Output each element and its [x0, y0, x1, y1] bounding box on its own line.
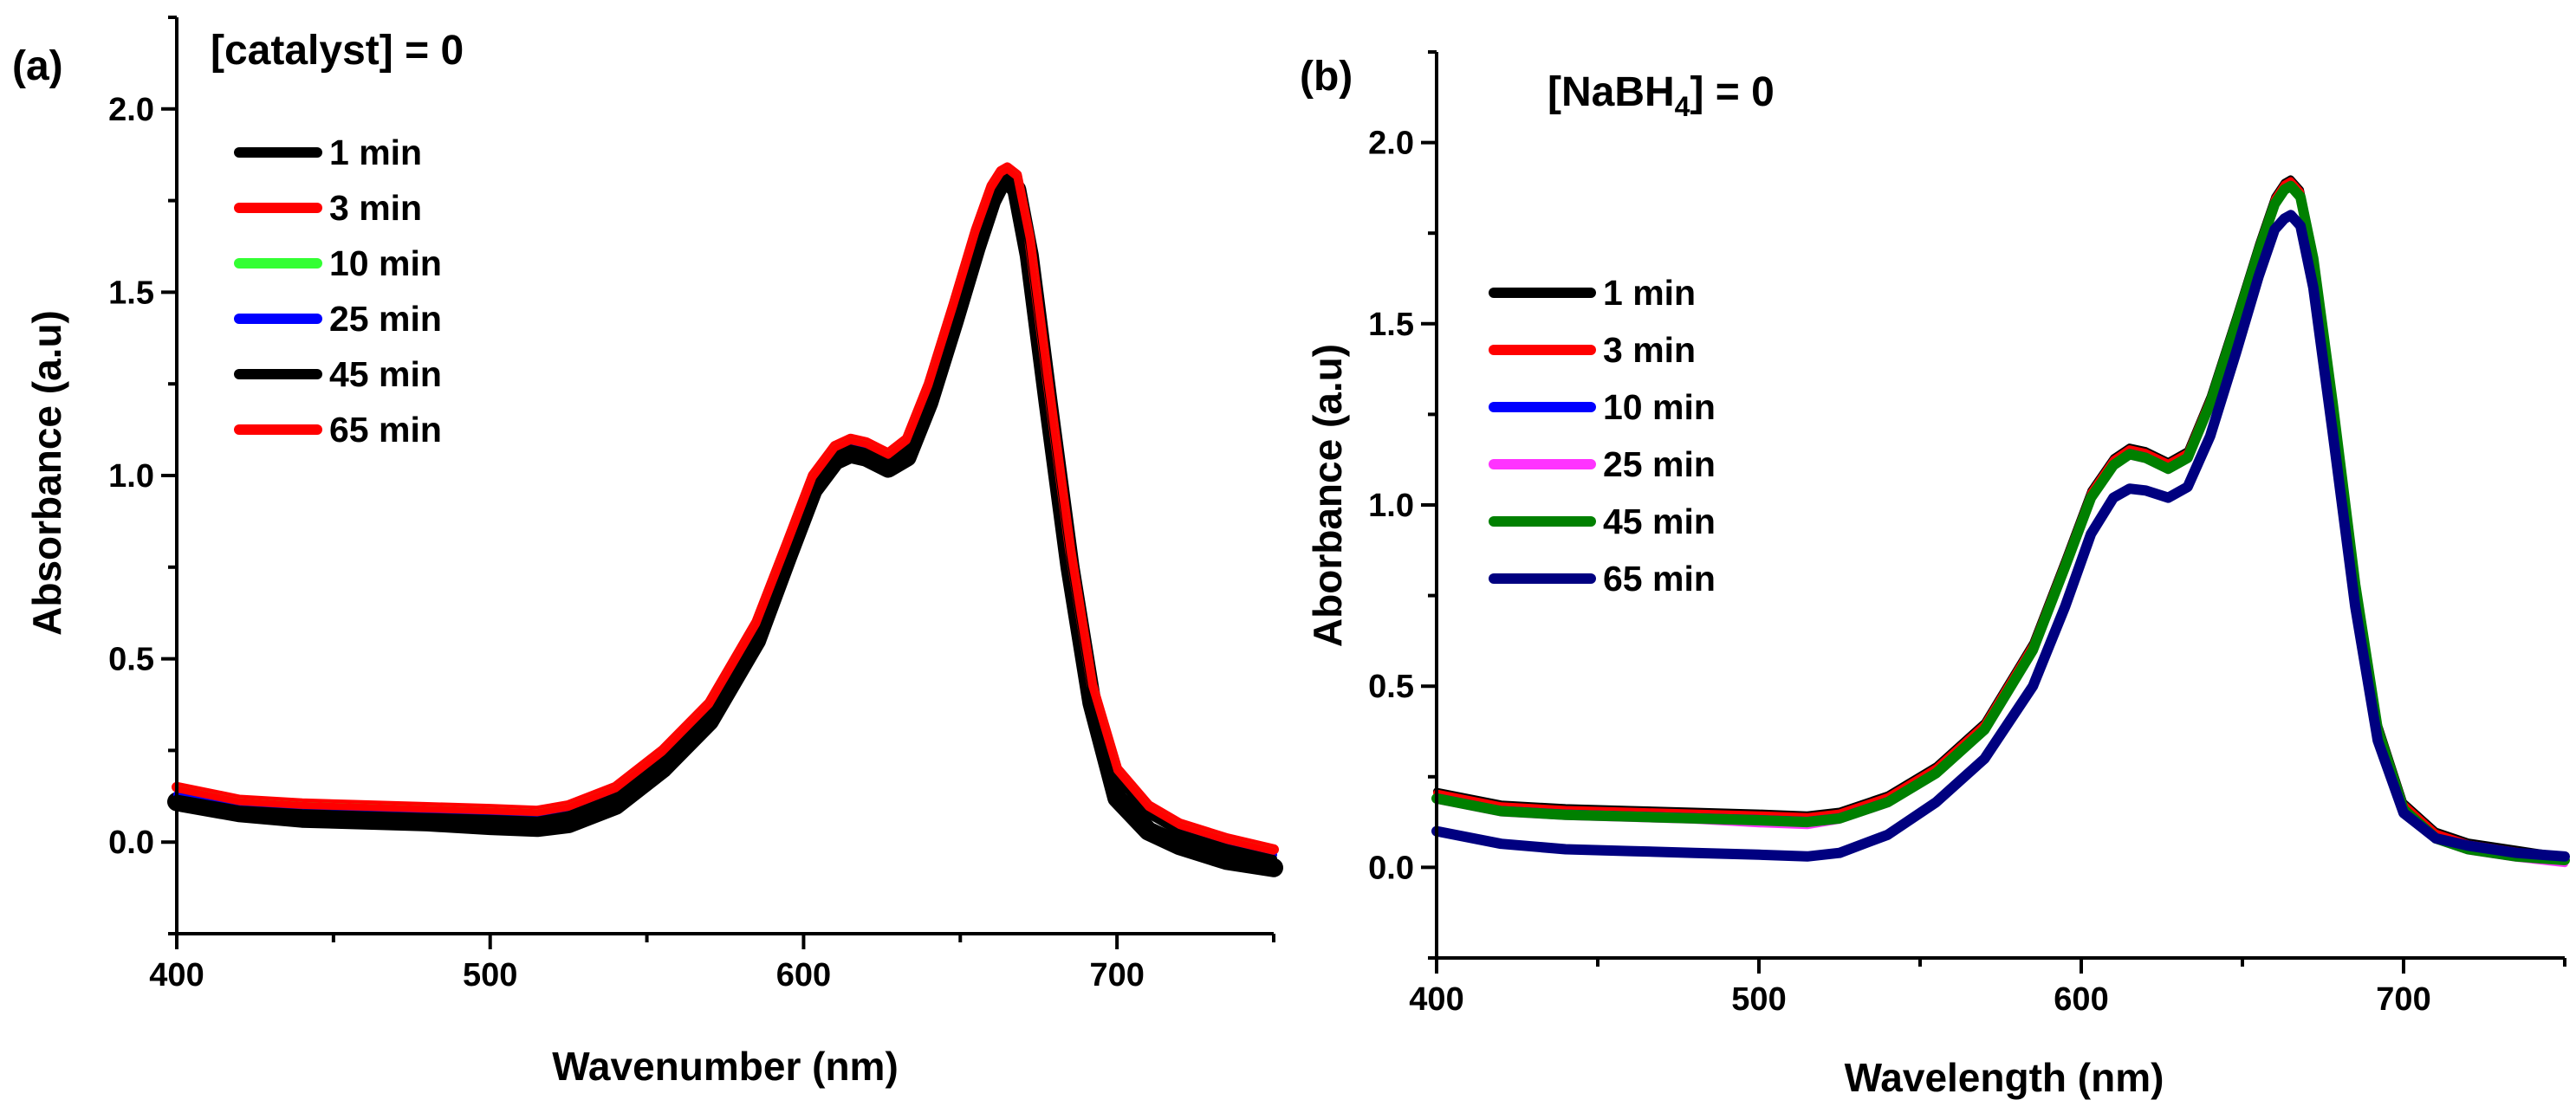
panel-b-y-tick-label-0: 0.0 [1368, 850, 1414, 886]
panel-b-y-tick-label-1: 1.0 [1368, 488, 1414, 524]
panel-b-legend-label-3-min: 3 min [1603, 330, 1696, 370]
panel-b-header: [NaBH4] = 0 [1548, 69, 1775, 122]
panel-a-series-65-min [173, 165, 1277, 855]
panel-b-legend-label-25-min: 25 min [1603, 444, 1716, 484]
panel-b-x-tick-label-500: 500 [1731, 981, 1786, 1018]
panel-a-legend-label-3-min: 3 min [329, 188, 422, 228]
panel-b-header-prefix: [NaBH [1548, 69, 1675, 115]
panel-a-legend-label-1-min: 1 min [329, 133, 422, 172]
panel-b-legend-label-10-min: 10 min [1603, 387, 1716, 427]
panel-b-legend-label-1-min: 1 min [1603, 273, 1696, 313]
panel-b-legend: 1 min 3 min 10 min 25 min 45 min 65 min [1489, 273, 1716, 599]
panel-a-y-tick-label-0: 0.0 [108, 825, 154, 861]
panel-b-x-tick-label-600: 600 [2054, 981, 2108, 1018]
panel-b-y-axis-title: Aborbance (a.u) [1305, 344, 1350, 647]
panel-a-header: [catalyst] = 0 [211, 28, 464, 74]
panel-a-y-axis-title: Absorbance (a.u) [24, 310, 69, 636]
panel-a-legend-label-45-min: 45 min [329, 354, 442, 394]
panel-a-ticks: 400 500 600 700 0.0 0.5 1.0 1.5 2.0 [108, 16, 1275, 993]
panel-a-x-tick-label-600: 600 [776, 957, 831, 993]
panel-a-label: (a) [12, 43, 63, 89]
panel-a-legend-label-65-min: 65 min [329, 410, 442, 450]
panel-b-header-subscript: 4 [1675, 91, 1690, 122]
panel-a-legend-label-10-min: 10 min [329, 243, 442, 283]
panel-b-series-group [1431, 175, 2570, 868]
panel-b-legend-label-45-min: 45 min [1603, 501, 1716, 541]
panel-a-y-tick-label-0.5: 0.5 [108, 642, 154, 678]
panel-a-series-group [167, 162, 1283, 877]
panel-b-y-tick-label-2: 2.0 [1368, 126, 1414, 162]
panel-b-legend-label-65-min: 65 min [1603, 559, 1716, 599]
panel-a-y-tick-label-2: 2.0 [108, 92, 154, 128]
panel-a-plot-area-spacer [0, 0, 1, 1]
panel-a-x-tick-label-400: 400 [149, 957, 204, 993]
panel-b-header-suffix: ] = 0 [1690, 69, 1774, 115]
panel-a-legend-label-25-min: 25 min [329, 299, 442, 339]
panel-b-series-65-min [1431, 210, 2570, 862]
panel-a-legend: 1 min 3 min 10 min 25 min 45 min 65 min [234, 133, 442, 450]
panel-a-x-tick-label-500: 500 [463, 957, 517, 993]
panel-a-y-tick-label-1.5: 1.5 [108, 275, 154, 311]
panel-a: 400 500 600 700 0.0 0.5 1.0 1.5 2.0 (a) [catalys… [0, 0, 1283, 1089]
panel-b-y-tick-label-0.5: 0.5 [1368, 669, 1414, 705]
panel-b-y-tick-label-1.5: 1.5 [1368, 307, 1414, 343]
panel-b-label: (b) [1300, 54, 1353, 100]
panel-b-x-tick-label-400: 400 [1409, 981, 1463, 1018]
panel-b: 400 500 600 700 0.0 0.5 1.0 1.5 2.0 (b) [NaBH4] … [1300, 50, 2570, 1100]
panel-b-ticks: 400 500 600 700 0.0 0.5 1.0 1.5 2.0 [1368, 50, 2566, 1018]
panel-b-x-tick-label-700: 700 [2376, 981, 2430, 1018]
panel-a-y-tick-label-1: 1.0 [108, 458, 154, 495]
panel-a-x-axis-title: Wavenumber (nm) [552, 1044, 899, 1089]
panel-b-x-axis-title: Wavelength (nm) [1845, 1055, 2164, 1100]
panel-a-x-tick-label-700: 700 [1089, 957, 1144, 993]
